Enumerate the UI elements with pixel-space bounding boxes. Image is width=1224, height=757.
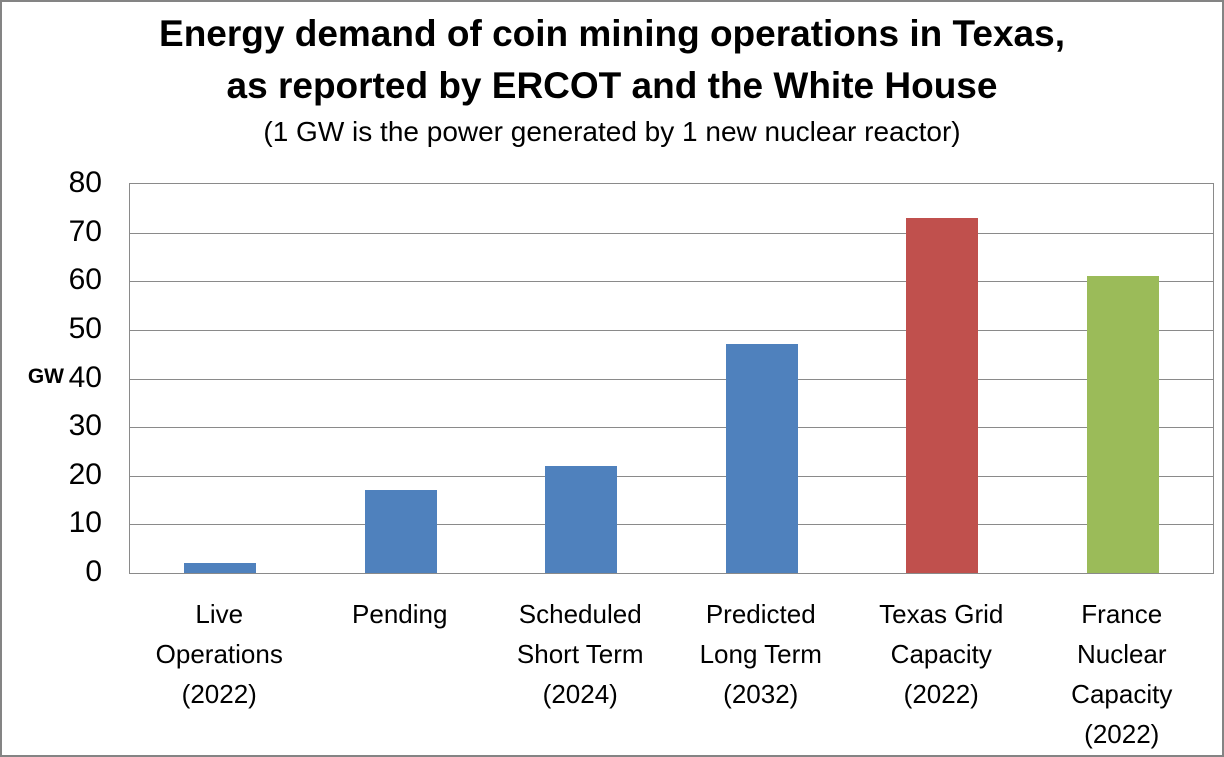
bar-france-nuclear-capacity-2022 bbox=[1086, 276, 1159, 573]
y-axis-title: GW bbox=[27, 365, 64, 388]
y-tick-label-30: 30 bbox=[68, 409, 102, 443]
y-tick-label-20: 20 bbox=[68, 457, 102, 491]
x-label-texas-grid-capacity-2022: Texas Grid Capacity (2022) bbox=[879, 599, 1004, 709]
gridline-60 bbox=[130, 281, 1213, 283]
x-label-france-nuclear-capacity-2022: France Nuclear Capacity (2022) bbox=[1071, 599, 1173, 749]
y-tick-label-50: 50 bbox=[68, 311, 102, 345]
x-label-predicted-long-term-2032: Predicted Long Term (2032) bbox=[699, 599, 822, 709]
plot-area bbox=[129, 183, 1214, 574]
x-label-scheduled-short-term-2024: Scheduled Short Term (2024) bbox=[516, 599, 644, 709]
bar-texas-grid-capacity-2022 bbox=[906, 218, 979, 573]
chart-title-line-1: Energy demand of coin mining operations … bbox=[159, 13, 1065, 54]
y-tick-label-70: 70 bbox=[68, 214, 102, 248]
bar-pending bbox=[364, 490, 437, 573]
y-tick-label-80: 80 bbox=[68, 166, 102, 199]
gridline-10 bbox=[130, 524, 1213, 526]
chart-subtitle: (1 GW is the power generated by 1 new nu… bbox=[263, 116, 961, 147]
bar-predicted-long-term-2032 bbox=[725, 344, 798, 573]
gridline-50 bbox=[130, 329, 1213, 331]
x-label-pending: Pending bbox=[352, 599, 448, 629]
chart-title-line-2: as reported by ERCOT and the White House bbox=[226, 65, 998, 106]
y-tick-label-0: 0 bbox=[85, 555, 102, 588]
gridline-30 bbox=[130, 427, 1213, 429]
bar-live-operations-2022 bbox=[184, 563, 257, 573]
gridline-40 bbox=[130, 378, 1213, 380]
x-label-live-operations-2022: Live Operations (2022) bbox=[155, 599, 283, 709]
gridline-70 bbox=[130, 232, 1213, 234]
bar-scheduled-short-term-2024 bbox=[545, 466, 618, 573]
y-tick-label-10: 10 bbox=[68, 506, 102, 540]
gridline-20 bbox=[130, 475, 1213, 477]
y-tick-label-40: 40 bbox=[68, 360, 102, 394]
y-tick-label-60: 60 bbox=[68, 263, 102, 297]
